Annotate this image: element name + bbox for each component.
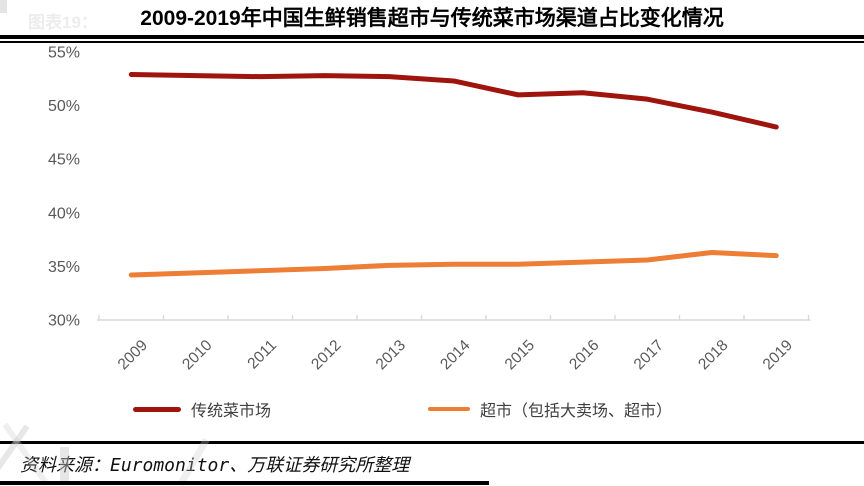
y-tick-label: 40% xyxy=(48,205,80,222)
data-source-text: 资料来源：Euromonitor、万联证券研究所整理 xyxy=(20,455,410,476)
source-divider-rule xyxy=(0,441,864,444)
chart-legend: 传统菜市场 超市（包括大卖场、超市） xyxy=(0,396,864,422)
x-tick-label: 2014 xyxy=(437,337,474,374)
y-tick-label: 35% xyxy=(48,259,80,276)
x-tick-label: 2013 xyxy=(373,337,409,373)
x-tick-label: 2009 xyxy=(115,337,151,373)
x-tick-label: 2012 xyxy=(308,337,344,373)
legend-label-supermarket: 超市（包括大卖场、超市） xyxy=(480,403,673,420)
line-chart: 30% 35% 40% 45% 50% 55% 2009 2010 2011 2012 2013 20… xyxy=(48,45,811,374)
legend-swatch-supermarket xyxy=(428,407,470,411)
series-line-0 xyxy=(128,72,779,130)
series-line-1 xyxy=(128,249,779,278)
cropped-next-section-edge xyxy=(0,481,489,485)
x-tick-label: 2017 xyxy=(631,337,667,373)
x-tick-label: 2015 xyxy=(502,337,538,373)
watermark-artifact xyxy=(0,0,7,13)
legend-label-traditional-market: 传统菜市场 xyxy=(191,403,272,420)
y-tick-label: 50% xyxy=(48,98,80,115)
x-tick-label: 2011 xyxy=(244,337,280,373)
legend-swatch-traditional-market xyxy=(133,406,181,412)
y-tick-label: 45% xyxy=(48,152,80,169)
x-tick-label: 2016 xyxy=(566,337,602,373)
x-tick-label: 2010 xyxy=(179,337,216,374)
title-divider-rule xyxy=(0,35,864,43)
legend-item-traditional-market: 传统菜市场 xyxy=(133,396,271,422)
chart-title: 2009-2019年中国生鲜销售超市与传统菜市场渠道占比变化情况 xyxy=(140,7,724,30)
y-tick-label: 30% xyxy=(48,313,80,330)
watermark-artifact xyxy=(60,447,69,485)
y-tick-label: 55% xyxy=(48,45,80,62)
legend-item-supermarket: 超市（包括大卖场、超市） xyxy=(428,396,672,422)
x-tick-label: 2019 xyxy=(760,337,796,373)
x-tick-label: 2018 xyxy=(695,337,731,373)
figure-number-label: 图表19： xyxy=(28,13,98,32)
